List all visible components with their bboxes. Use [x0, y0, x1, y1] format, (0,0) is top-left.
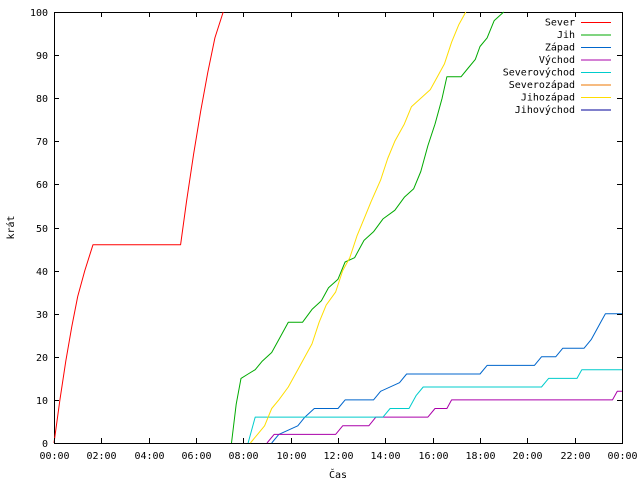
- series-line-3: [271, 313, 622, 444]
- x-tick-label: 18:00: [465, 451, 495, 462]
- legend-label: Východ: [539, 54, 575, 66]
- axis-layer: 0 10 20 30 40 50 60 70 80 90 100 00:00 02:00 04:00 06:…: [30, 8, 638, 462]
- x-tick-label: 08:00: [228, 451, 258, 462]
- legend-label: Jihovýchod: [515, 104, 575, 116]
- y-tick-label: 80: [36, 94, 48, 105]
- x-tick-label: 06:00: [181, 451, 211, 462]
- series-line-2: [231, 11, 505, 444]
- y-tick-label: 40: [36, 267, 48, 278]
- y-tick-label: 0: [42, 439, 48, 450]
- legend-label: Severozápad: [509, 79, 575, 91]
- series-line-4: [266, 390, 622, 444]
- legend-label: Jihozápad: [521, 92, 575, 104]
- x-tick-label: 12:00: [323, 451, 353, 462]
- x-tick-label: 00:00: [39, 451, 69, 462]
- x-tick-label: 16:00: [418, 451, 448, 462]
- x-tick-label: 02:00: [86, 451, 116, 462]
- legend: SeverJihZápadVýchodSeverovýchodSeverozáp…: [503, 18, 611, 116]
- x-tick-label: 00:00: [607, 451, 637, 462]
- series-line-1: [53, 11, 224, 444]
- x-tick-label: 14:00: [370, 451, 400, 462]
- y-tick-label: 100: [30, 8, 48, 19]
- x-tick-label: 22:00: [560, 451, 590, 462]
- y-tick-label: 30: [36, 310, 48, 321]
- y-tick-label: 50: [36, 224, 48, 235]
- legend-label: Sever: [545, 18, 575, 29]
- legend-label: Západ: [545, 42, 575, 54]
- y-axis-label: krát: [5, 215, 17, 239]
- series-line-5: [247, 369, 622, 444]
- y-tick-label: 60: [36, 180, 48, 191]
- series-layer: [53, 11, 622, 444]
- y-tick-label: 70: [36, 137, 48, 148]
- legend-label: Severovýchod: [503, 67, 575, 79]
- series-line-7: [250, 11, 467, 444]
- y-tick-label: 90: [36, 51, 48, 62]
- x-tick-label: 10:00: [276, 451, 306, 462]
- x-tick-label: 04:00: [134, 451, 164, 462]
- y-tick-label: 20: [36, 353, 48, 364]
- x-axis-label: Čas: [329, 468, 347, 480]
- x-tick-label: 20:00: [512, 451, 542, 462]
- y-tick-label: 10: [36, 396, 48, 407]
- legend-label: Jih: [557, 30, 575, 41]
